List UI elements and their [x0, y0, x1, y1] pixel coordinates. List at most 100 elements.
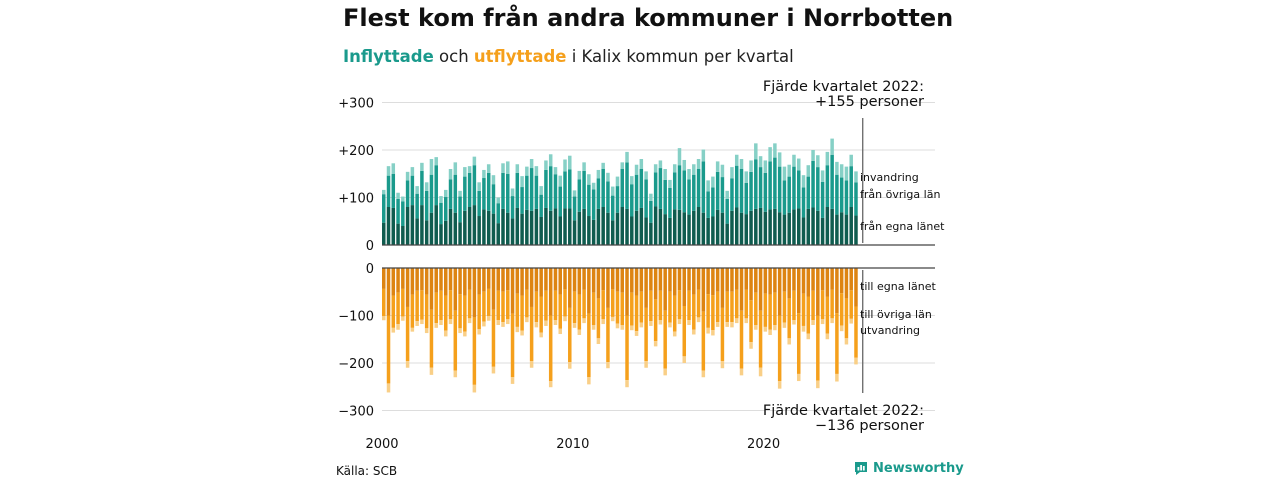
bar-to-own-county	[725, 268, 729, 292]
bar-from-other-counties	[734, 165, 739, 208]
bar-from-own-county	[444, 220, 448, 245]
bar-from-other-counties	[653, 172, 658, 207]
bar-from-own-county	[401, 226, 405, 245]
bar-to-other-counties	[615, 291, 620, 324]
bar-immigration	[420, 162, 424, 171]
bar-from-own-county	[529, 210, 534, 245]
bar-to-other-counties	[548, 315, 553, 382]
bar-emigration	[577, 329, 582, 335]
bar-from-own-county	[405, 207, 410, 245]
bar-from-own-county	[668, 217, 672, 245]
bar-from-other-counties	[739, 169, 744, 213]
bar-immigration	[424, 182, 429, 191]
bar-immigration	[801, 175, 806, 188]
x-tick-label: 2020	[747, 437, 780, 452]
bar-immigration	[739, 159, 744, 169]
bar-from-own-county	[739, 212, 744, 245]
bar-from-own-county	[386, 207, 391, 245]
bar-from-own-county	[663, 214, 667, 245]
bar-to-own-county	[854, 268, 858, 307]
bar-from-own-county	[448, 208, 453, 245]
bar-immigration	[839, 164, 844, 178]
bar-from-other-counties	[506, 173, 510, 213]
bar-immigration	[601, 162, 605, 169]
bar-immigration	[568, 155, 572, 170]
bar-immigration	[606, 172, 610, 182]
bar-emigration	[715, 322, 720, 327]
bar-to-own-county	[591, 268, 596, 293]
bar-to-own-county	[572, 268, 577, 292]
bar-immigration	[649, 193, 653, 201]
bar-from-own-county	[548, 210, 553, 245]
bar-emigration	[734, 318, 739, 324]
bar-emigration	[444, 330, 448, 337]
bar-emigration	[405, 361, 410, 368]
bar-to-own-county	[415, 268, 419, 291]
y-tick-label-bottom: −200	[338, 357, 374, 372]
bar-from-own-county	[525, 209, 529, 245]
bar-from-own-county	[849, 207, 853, 245]
bar-immigration	[816, 155, 820, 168]
bar-from-other-counties	[620, 169, 624, 207]
bar-emigration	[486, 315, 491, 321]
bar-from-other-counties	[386, 175, 391, 207]
bar-from-own-county	[510, 218, 515, 245]
bar-to-own-county	[734, 268, 739, 290]
bar-from-other-counties	[448, 179, 453, 209]
bar-immigration	[410, 167, 415, 176]
bar-from-other-counties	[429, 174, 434, 213]
bar-to-other-counties	[448, 290, 453, 320]
bar-immigration	[563, 159, 567, 172]
bar-from-other-counties	[520, 187, 524, 214]
bar-emigration	[792, 320, 796, 325]
bar-emigration	[458, 328, 462, 334]
annotation-top-line1: Fjärde kvartalet 2022:	[762, 79, 924, 95]
bar-immigration	[811, 150, 815, 161]
bar-emigration	[668, 322, 672, 328]
bar-immigration	[677, 148, 682, 166]
bar-from-own-county	[854, 215, 858, 245]
bar-emigration	[677, 319, 682, 325]
bar-to-own-county	[606, 268, 610, 308]
bar-immigration	[382, 189, 386, 195]
bar-immigration	[434, 157, 438, 166]
bar-to-own-county	[711, 268, 715, 296]
bar-from-other-counties	[415, 193, 419, 219]
bar-to-own-county	[491, 268, 496, 310]
bar-to-own-county	[777, 268, 782, 316]
bar-to-other-counties	[501, 291, 505, 323]
bar-from-own-county	[434, 205, 438, 245]
y-tick-label-top: +200	[338, 144, 374, 159]
bar-from-other-counties	[796, 170, 801, 209]
y-tick-label-top: 0	[366, 239, 374, 254]
bar-from-other-counties	[758, 167, 763, 208]
bar-emigration	[768, 329, 772, 335]
bar-emigration	[401, 316, 405, 321]
bar-emigration	[534, 322, 539, 328]
bar-to-own-county	[634, 268, 639, 296]
bar-emigration	[639, 322, 644, 328]
chart-subtitle: Inflyttade och utflyttade i Kalix kommun…	[343, 47, 794, 66]
bar-to-own-county	[444, 268, 448, 296]
bar-from-other-counties	[610, 195, 615, 221]
bar-from-own-county	[477, 216, 481, 245]
bar-immigration	[501, 163, 505, 173]
bar-to-own-county	[386, 268, 391, 316]
bar-from-own-county	[486, 210, 491, 245]
bar-from-other-counties	[720, 177, 725, 213]
x-tick-label: 2010	[556, 437, 589, 452]
bar-from-other-counties	[482, 178, 486, 210]
bar-to-own-county	[463, 268, 467, 296]
bar-emigration	[510, 377, 515, 384]
bar-immigration	[692, 164, 696, 175]
y-tick-label-top: +300	[338, 97, 374, 112]
bar-to-own-county	[706, 268, 710, 295]
bar-emigration	[482, 321, 486, 327]
bar-from-own-county	[467, 207, 472, 245]
bar-from-own-county	[601, 207, 605, 245]
bar-immigration	[496, 197, 500, 204]
series-label-top: från övriga län	[860, 188, 940, 201]
bar-immigration	[405, 171, 410, 181]
bar-to-own-county	[663, 268, 667, 311]
bar-immigration	[539, 186, 543, 195]
